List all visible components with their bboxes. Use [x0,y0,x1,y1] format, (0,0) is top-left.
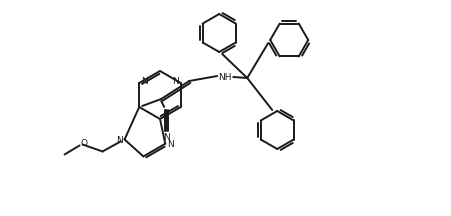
Text: N: N [172,78,179,86]
Text: N: N [141,78,147,86]
Text: N: N [166,140,173,149]
Text: O: O [80,139,87,148]
Text: NH: NH [218,73,231,83]
Text: N: N [116,136,123,145]
Text: N: N [162,133,169,143]
